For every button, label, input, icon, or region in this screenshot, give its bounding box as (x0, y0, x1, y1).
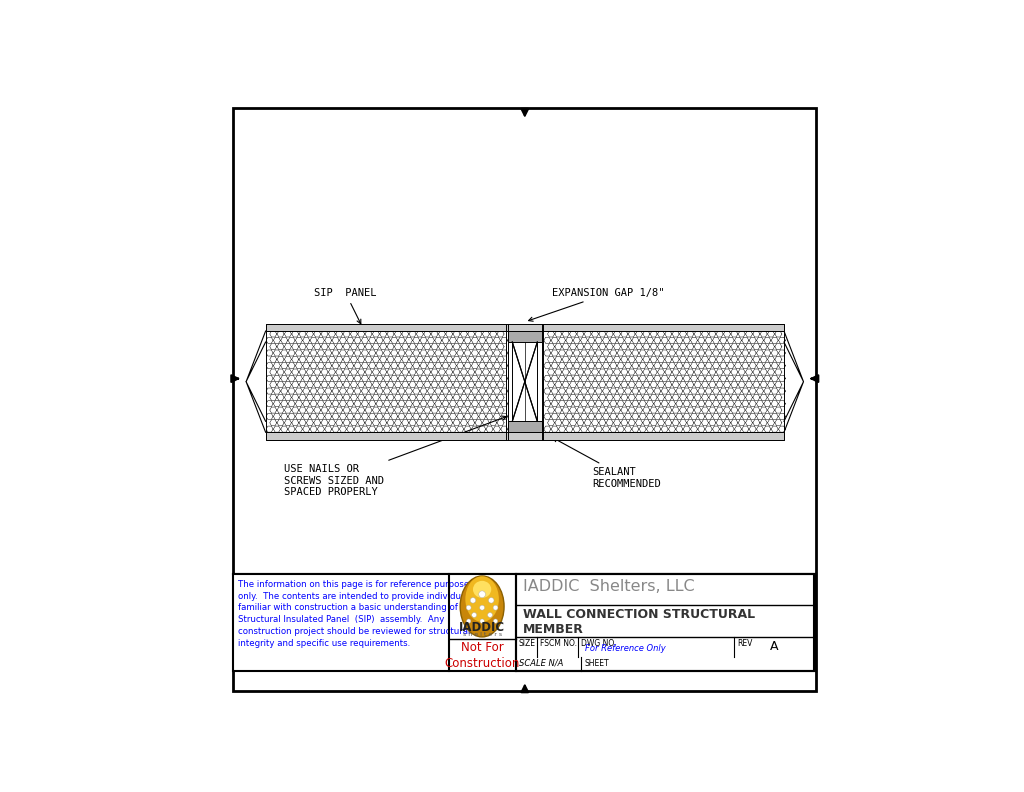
Bar (538, 331, 542, 432)
Text: FSCM NO.: FSCM NO. (540, 639, 577, 648)
Text: IADDIC  Shelters, LLC: IADDIC Shelters, LLC (523, 579, 694, 594)
Bar (516, 573, 814, 672)
Circle shape (479, 591, 485, 598)
Text: SEALANT
RECOMMENDED: SEALANT RECOMMENDED (553, 438, 660, 489)
Circle shape (467, 619, 471, 623)
Text: USE NAILS OR
SCREWS SIZED AND
SPACED PROPERLY: USE NAILS OR SCREWS SIZED AND SPACED PRO… (284, 416, 507, 497)
Circle shape (470, 598, 476, 603)
Text: s h e l t e r s: s h e l t e r s (463, 631, 502, 637)
Bar (544, 432, 784, 440)
Bar (233, 573, 816, 672)
Bar (544, 331, 784, 432)
Bar (233, 573, 816, 672)
Ellipse shape (465, 577, 499, 622)
Text: IADDIC: IADDIC (459, 621, 505, 634)
Text: The information on this page is for reference purposes
only.  The contents are i: The information on this page is for refe… (239, 580, 474, 648)
Text: SHEET: SHEET (585, 658, 609, 668)
Bar (544, 324, 784, 331)
Circle shape (487, 612, 493, 618)
Bar (265, 432, 784, 440)
Circle shape (488, 598, 494, 603)
Text: SIP  PANEL: SIP PANEL (314, 288, 377, 324)
Text: SIZE: SIZE (519, 639, 536, 648)
Text: REV: REV (737, 639, 753, 648)
Text: DWG NO.: DWG NO. (582, 639, 616, 648)
Text: SCALE N/A: SCALE N/A (519, 658, 563, 668)
Text: For Reference Only: For Reference Only (585, 644, 666, 653)
Bar (265, 432, 506, 440)
Circle shape (479, 605, 484, 610)
Ellipse shape (460, 576, 504, 637)
Bar (508, 331, 512, 432)
Circle shape (472, 612, 476, 618)
Circle shape (466, 605, 471, 610)
Bar (233, 573, 449, 672)
Bar (265, 324, 784, 331)
Text: EXPANSION GAP 1/8": EXPANSION GAP 1/8" (528, 288, 665, 322)
Bar (265, 324, 506, 331)
Ellipse shape (473, 581, 492, 598)
Circle shape (480, 619, 484, 623)
Text: Not For
Construction: Not For Construction (444, 641, 520, 670)
Circle shape (494, 605, 498, 610)
Bar (508, 421, 542, 432)
Text: A: A (770, 641, 778, 653)
Text: WALL CONNECTION STRUCTURAL
MEMBER: WALL CONNECTION STRUCTURAL MEMBER (523, 608, 755, 636)
Bar (265, 331, 506, 432)
Bar (508, 331, 542, 342)
Bar (508, 331, 542, 432)
Circle shape (494, 619, 498, 623)
